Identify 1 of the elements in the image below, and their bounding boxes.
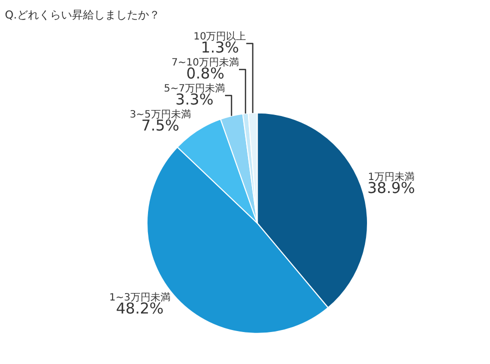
chart-title: Q.どれくらい昇給しましたか？ xyxy=(4,8,160,22)
